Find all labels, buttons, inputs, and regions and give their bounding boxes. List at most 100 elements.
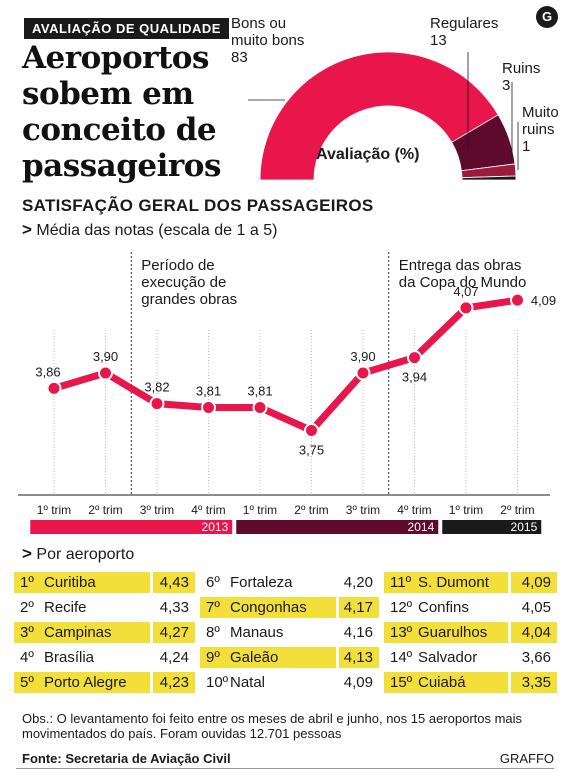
ranking-row: 11º S. Dumont (384, 572, 508, 593)
x-tick-label: 2º trim (500, 503, 534, 517)
ranking-row: 8º Manaus (200, 622, 336, 643)
data-point (46, 380, 62, 396)
ranking-value: 4,17 (339, 597, 379, 618)
donut-slice-0 (259, 51, 499, 181)
ranking-position: 12º (390, 599, 413, 616)
ranking-airport: Cuiabá (418, 674, 466, 691)
ranking-row: 13º Guarulhos (384, 622, 508, 643)
data-point (510, 292, 525, 308)
year-bar (236, 520, 439, 534)
subtitle-text: Média das notas (escala de 1 a 5) (36, 222, 278, 239)
ranking-position: 10º (206, 674, 229, 691)
data-point (304, 423, 319, 438)
x-tick-label: 3º trim (140, 503, 174, 517)
x-tick-label: 4º trim (191, 503, 225, 517)
ranking-row: 2º Recife (14, 597, 150, 618)
data-label: 3,82 (144, 380, 169, 395)
ranking-row: 14º Salvador (384, 647, 508, 668)
series-line (50, 296, 521, 434)
x-tick-label: 4º trim (397, 503, 431, 517)
donut-label-regular-value: 13 (430, 32, 447, 49)
ranking-row: 9º Galeão (200, 647, 336, 668)
ranking-row: 3º Campinas (14, 622, 150, 643)
ranking-position: 1º (20, 574, 34, 591)
data-label: 3,75 (299, 443, 324, 458)
donut-label-good-line1: Bons ou (231, 15, 287, 32)
ranking-airport: Campinas (44, 624, 112, 641)
donut-label-very-bad-value: 1 (522, 138, 531, 155)
data-point (458, 300, 474, 316)
ranking-subtitle: > Por aeroporto (22, 544, 134, 564)
ranking-position: 13º (390, 624, 413, 641)
data-label: 4,09 (531, 293, 556, 308)
ranking-value: 4,04 (511, 622, 557, 643)
ranking-row: 4º Brasília (14, 647, 150, 668)
donut-label-very-bad-line1: Muito (522, 104, 559, 121)
ranking-airport: Curitiba (44, 574, 96, 591)
data-label: 3,90 (350, 349, 375, 364)
ranking-value: 4,13 (339, 647, 379, 668)
section-subtitle: > Média das notas (escala de 1 a 5) (22, 220, 277, 240)
ranking-position: 2º (20, 599, 34, 616)
data-label: 4,07 (453, 284, 478, 299)
ranking-value: 3,66 (521, 649, 551, 666)
ranking-position: 7º (206, 599, 220, 616)
ranking-subtitle-marker: > (22, 544, 32, 563)
ranking-row: 10º Natal (200, 672, 336, 693)
donut-label-good-line2: muito bons (231, 32, 305, 49)
data-point (201, 400, 216, 415)
ranking-value: 4,20 (343, 574, 373, 591)
data-label: 3,86 (35, 364, 60, 379)
footnote: Obs.: O levantamento foi feito entre os … (22, 711, 523, 741)
donut-label-regular-line1: Regulares (430, 15, 499, 32)
year-bar (30, 520, 233, 534)
ranking-position: 11º (390, 574, 412, 591)
annotation-text: execução de (141, 274, 226, 291)
ranking-value: 4,27 (153, 622, 195, 643)
ranking-value: 4,43 (153, 572, 195, 593)
ranking-airport: Recife (44, 599, 87, 616)
donut-label-good-value: 83 (231, 49, 248, 66)
ranking-position: 6º (206, 574, 220, 591)
x-tick-label: 2º trim (88, 503, 122, 517)
ranking-airport: Congonhas (230, 599, 307, 616)
ranking-position: 9º (206, 649, 220, 666)
ranking-position: 15º (390, 674, 413, 691)
year-label: 2015 (511, 520, 538, 534)
donut-chart (248, 51, 519, 181)
data-point (98, 365, 113, 381)
donut-label-regular: Regulares 13 (430, 15, 498, 49)
data-label: 3,90 (93, 349, 118, 364)
ranking-row: 12º Confins (384, 597, 508, 618)
ranking-row: 1º Curitiba (14, 572, 150, 593)
ranking-position: 5º (20, 674, 34, 691)
credit: GRAFFO (499, 751, 554, 766)
ranking-airport: Porto Alegre (44, 674, 127, 691)
ranking-airport: S. Dumont (418, 574, 489, 591)
ranking-position: 14º (390, 649, 413, 666)
ranking-value: 4,16 (343, 624, 373, 641)
x-tick-label: 2º trim (294, 503, 328, 517)
ranking-airport: Natal (230, 674, 266, 691)
ranking-row: 5º Porto Alegre (14, 672, 150, 693)
ranking-position: 8º (206, 624, 220, 641)
ranking-row: 6º Fortaleza (200, 572, 336, 593)
data-point (149, 396, 165, 412)
year-bar (442, 520, 542, 534)
donut-title: Avaliação (%) (316, 146, 420, 163)
ranking-value: 4,09 (511, 572, 557, 593)
ranking-airport: Manaus (230, 624, 284, 641)
donut-label-good: Bons ou muito bons 83 (231, 15, 304, 66)
ranking-value: 4,09 (343, 674, 373, 691)
headline: Aeroportos sobem em conceito de passagei… (22, 40, 221, 184)
ranking-airport: Confins (418, 599, 469, 616)
ranking-subtitle-text: Por aeroporto (36, 546, 135, 563)
annotation-text: Período de (141, 257, 214, 274)
ranking-value: 3,35 (511, 672, 557, 693)
year-label: 2013 (202, 520, 229, 534)
ranking-airport: Galeão (230, 649, 279, 666)
donut-label-bad: Ruins 3 (502, 60, 540, 94)
donut-label-bad-value: 3 (502, 77, 511, 94)
donut-slice-3 (461, 175, 517, 181)
donut-label-bad-line1: Ruins (502, 60, 541, 77)
